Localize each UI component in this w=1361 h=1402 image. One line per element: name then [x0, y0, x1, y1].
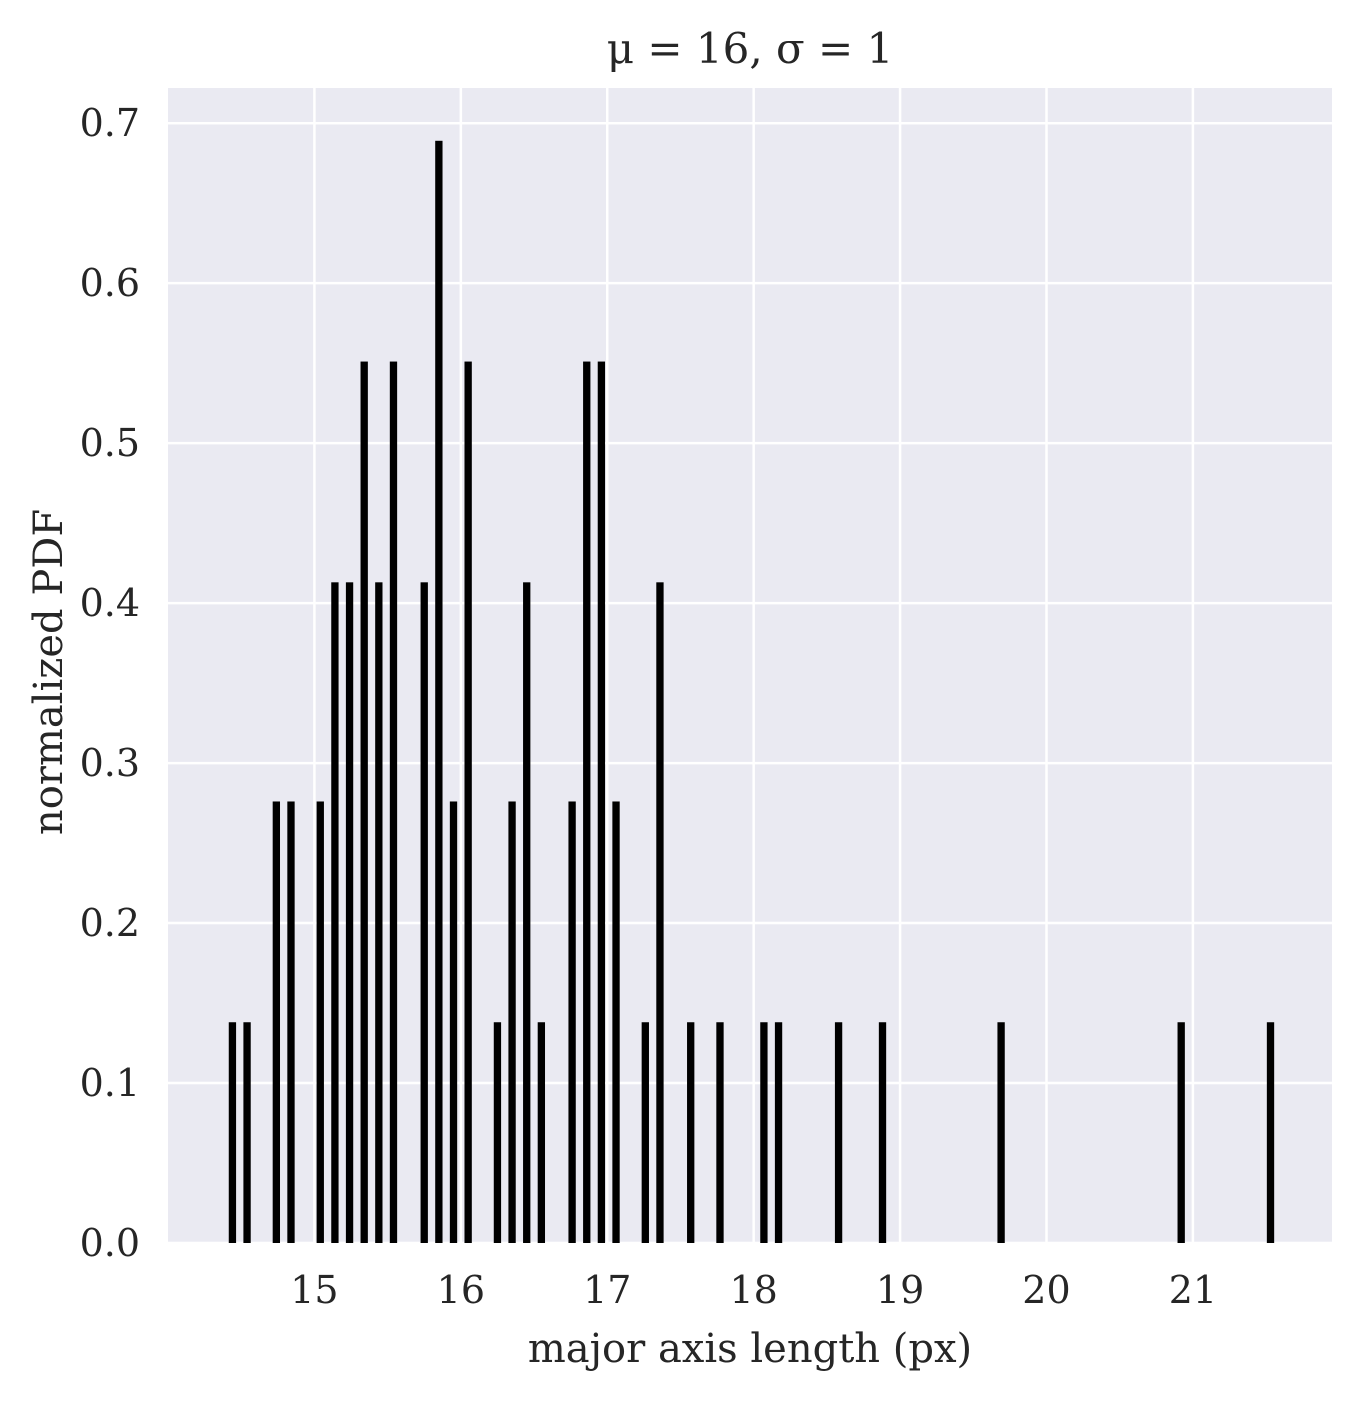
histogram-bar: [687, 1022, 695, 1243]
x-tick-label: 19: [876, 1268, 924, 1312]
histogram-bar: [345, 582, 354, 1243]
histogram-bar: [449, 801, 458, 1243]
x-tick-labels: 15 16 17 18 19 20 21: [290, 1268, 1217, 1312]
histogram-bar: [760, 1022, 768, 1243]
chart-title: μ = 16, σ = 1: [607, 24, 894, 73]
histogram-bar: [1177, 1022, 1185, 1243]
x-tick-label: 21: [1169, 1268, 1217, 1312]
y-tick-label: 0.7: [80, 101, 140, 145]
histogram-bar: [272, 801, 281, 1243]
histogram-bar: [375, 582, 383, 1243]
histogram-bar: [420, 582, 428, 1243]
histogram-bar: [641, 1022, 649, 1243]
y-tick-label: 0.6: [80, 261, 140, 305]
y-tick-label: 0.2: [80, 901, 140, 945]
x-tick-label: 18: [729, 1268, 777, 1312]
y-tick-label: 0.4: [80, 581, 140, 625]
x-tick-label: 15: [290, 1268, 338, 1312]
y-axis-title: normalized PDF: [26, 509, 72, 835]
x-axis-title: major axis length (px): [528, 1326, 972, 1372]
histogram-bar: [360, 361, 368, 1244]
histogram-bar: [597, 361, 606, 1244]
histogram-bar: [537, 1022, 546, 1243]
histogram-bar: [568, 801, 576, 1243]
histogram-bar: [389, 361, 398, 1244]
plot-area: [168, 88, 1332, 1243]
histogram-bar: [228, 1022, 237, 1243]
y-tick-label: 0.5: [80, 421, 140, 465]
histogram-bar: [612, 801, 620, 1243]
histogram-bar: [464, 361, 472, 1244]
y-tick-labels: 0.0 0.1 0.2 0.3 0.4 0.5 0.6 0.7: [80, 101, 140, 1265]
y-tick-label: 0.0: [80, 1221, 140, 1265]
x-tick-label: 16: [437, 1268, 485, 1312]
histogram-bar: [435, 140, 443, 1243]
histogram-bar: [243, 1022, 251, 1243]
histogram-bar: [508, 801, 516, 1243]
histogram-bar: [1266, 1022, 1275, 1243]
histogram-bar: [316, 801, 324, 1243]
histogram-bar: [331, 582, 339, 1243]
histogram-bar: [774, 1022, 783, 1243]
x-tick-label: 20: [1022, 1268, 1070, 1312]
histogram-bar: [878, 1022, 887, 1243]
histogram-bar: [834, 1022, 843, 1243]
histogram-bar: [583, 361, 591, 1244]
histogram-bar: [716, 1022, 724, 1243]
y-tick-label: 0.1: [80, 1061, 140, 1105]
y-tick-label: 0.3: [80, 741, 140, 785]
histogram-bar: [997, 1022, 1005, 1243]
histogram-bar: [287, 801, 295, 1243]
histogram-bar: [656, 582, 664, 1243]
bars: [228, 140, 1275, 1244]
x-tick-label: 17: [583, 1268, 631, 1312]
histogram-bar: [493, 1022, 502, 1243]
histogram-bar: [523, 582, 531, 1243]
